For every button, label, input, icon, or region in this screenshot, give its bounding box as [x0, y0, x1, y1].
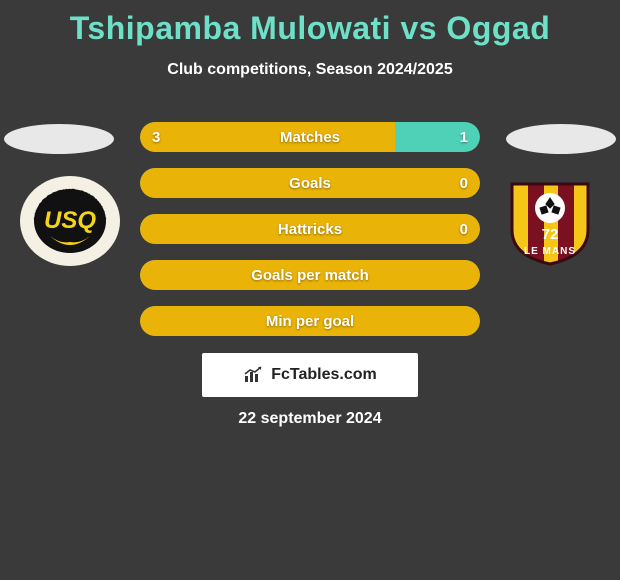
chart-icon	[243, 366, 265, 384]
stat-bar-label: Goals per match	[140, 260, 480, 290]
stat-bar-label: Matches	[140, 122, 480, 152]
page-title: Tshipamba Mulowati vs Oggad	[0, 0, 620, 47]
club-badge-left: UNION SPORTIVE QUEVILLAISE USQ	[20, 176, 120, 266]
club-right-year: 72	[542, 226, 559, 243]
stat-bar: Goals per match	[140, 260, 480, 290]
stat-value-right: 0	[460, 168, 468, 198]
player-photo-left	[4, 124, 114, 154]
player-photo-right	[506, 124, 616, 154]
svg-text:USQ: USQ	[44, 207, 96, 234]
stat-bar-label: Goals	[140, 168, 480, 198]
club-badge-right: 72 LE MANS	[500, 176, 600, 266]
svg-text:LE MANS: LE MANS	[524, 246, 576, 257]
stat-value-right: 1	[460, 122, 468, 152]
attribution[interactable]: FcTables.com	[202, 353, 418, 397]
stat-bar: Matches3 1	[140, 122, 480, 152]
stat-value-left: 3	[152, 122, 160, 152]
stat-bar-label: Min per goal	[140, 306, 480, 336]
stat-bar: Hattricks0	[140, 214, 480, 244]
stat-bar: Min per goal	[140, 306, 480, 336]
stat-value-right: 0	[460, 214, 468, 244]
date: 22 september 2024	[0, 410, 620, 428]
stat-bar: Goals0	[140, 168, 480, 198]
stats-bars: Matches31Goals0Hattricks0Goals per match…	[140, 122, 480, 352]
subtitle: Club competitions, Season 2024/2025	[0, 61, 620, 79]
attribution-label: FcTables.com	[271, 366, 377, 384]
stat-bar-label: Hattricks	[140, 214, 480, 244]
